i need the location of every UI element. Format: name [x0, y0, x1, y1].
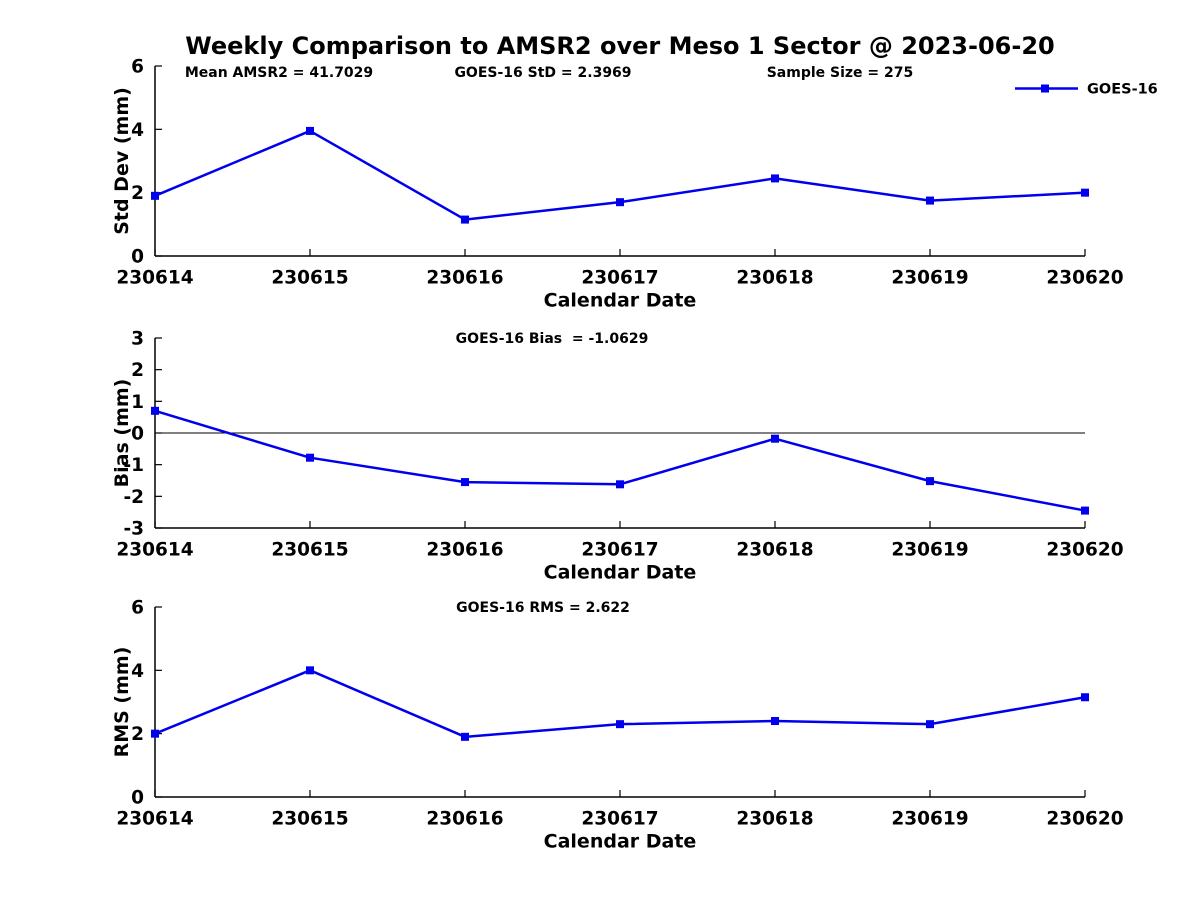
- y-tick-label: -1: [123, 455, 144, 476]
- y-tick-label: -3: [123, 519, 144, 540]
- x-tick-label: 230620: [1046, 540, 1123, 561]
- annotation-text: GOES-16 Bias = -1.0629: [456, 331, 649, 347]
- x-tick-label: 230615: [271, 540, 348, 561]
- x-tick-label: 230620: [1046, 809, 1123, 830]
- x-axis-title: Calendar Date: [544, 562, 697, 584]
- data-point-marker: [616, 720, 624, 729]
- data-point-marker: [306, 453, 314, 462]
- data-point-marker: [771, 434, 779, 443]
- y-tick-label: 2: [131, 360, 144, 381]
- x-tick-label: 230620: [1046, 268, 1123, 289]
- data-point-marker: [151, 729, 159, 738]
- y-tick-label: 4: [131, 120, 144, 141]
- x-tick-label: 230619: [891, 268, 968, 289]
- figure-title: Weekly Comparison to AMSR2 over Meso 1 S…: [185, 32, 1054, 60]
- y-axis-title: Std Dev (mm): [111, 87, 133, 235]
- y-tick-label: -2: [123, 487, 144, 508]
- data-point-marker: [926, 720, 934, 729]
- legend: GOES-16: [1015, 82, 1158, 98]
- x-tick-label: 230614: [116, 809, 193, 830]
- subplot-bias: -3 -2 -1 0 1 2 3 230614 230615 230616 230617 230618…: [111, 329, 1124, 584]
- x-tick-label: 230617: [581, 540, 658, 561]
- annotation-text: Mean AMSR2 = 41.7029: [185, 65, 373, 81]
- data-point-marker: [771, 717, 779, 725]
- y-tick-label: 4: [131, 661, 144, 682]
- x-tick-label: 230619: [891, 540, 968, 561]
- data-point-marker: [151, 406, 159, 415]
- data-point-marker: [1081, 188, 1089, 197]
- x-tick-label: 230615: [271, 809, 348, 830]
- annotation-text: GOES-16 RMS = 2.622: [456, 600, 630, 616]
- annotation-text: GOES-16 StD = 2.3969: [454, 65, 631, 81]
- data-point-marker: [306, 126, 314, 135]
- data-point-marker: [461, 215, 469, 224]
- x-tick-label: 230618: [736, 540, 813, 561]
- legend-marker: [1041, 84, 1049, 93]
- data-point-marker: [616, 480, 624, 489]
- y-axis-title: RMS (mm): [111, 647, 133, 758]
- x-tick-label: 230619: [891, 809, 968, 830]
- x-tick-label: 230616: [426, 809, 503, 830]
- x-tick-label: 230614: [116, 268, 193, 289]
- y-tick-label: 0: [131, 788, 144, 809]
- x-tick-label: 230618: [736, 268, 813, 289]
- data-point-marker: [926, 196, 934, 205]
- y-tick-label: 3: [131, 329, 144, 350]
- x-tick-label: 230617: [581, 268, 658, 289]
- y-tick-label: 2: [131, 183, 144, 204]
- data-point-marker: [461, 732, 469, 741]
- x-tick-label: 230616: [426, 540, 503, 561]
- data-point-marker: [151, 191, 159, 200]
- x-axis-title: Calendar Date: [544, 831, 697, 853]
- y-axis-title: Bias (mm): [111, 379, 133, 488]
- data-point-marker: [926, 477, 934, 486]
- data-point-marker: [1081, 506, 1089, 515]
- x-axis-title: Calendar Date: [544, 290, 697, 312]
- data-point-marker: [306, 666, 314, 675]
- data-point-marker: [771, 174, 779, 183]
- data-point-marker: [616, 198, 624, 207]
- y-tick-label: 6: [131, 57, 144, 78]
- x-tick-label: 230618: [736, 809, 813, 830]
- x-tick-label: 230615: [271, 268, 348, 289]
- y-tick-label: 1: [131, 392, 144, 413]
- x-tick-label: 230617: [581, 809, 658, 830]
- data-point-marker: [461, 478, 469, 487]
- subplot-std-dev: 0 2 4 6 230614 230615 230616 230617 230618 230619…: [111, 57, 1124, 312]
- annotation-text: Sample Size = 275: [767, 65, 914, 81]
- data-point-marker: [1081, 693, 1089, 702]
- y-tick-label: 6: [131, 598, 144, 619]
- legend-label: GOES-16: [1087, 82, 1158, 98]
- y-tick-label: 2: [131, 724, 144, 745]
- subplot-rms: 0 2 4 6 230614 230615 230616 230617 230618 230619…: [111, 598, 1124, 853]
- y-tick-label: 0: [131, 247, 144, 268]
- x-tick-label: 230616: [426, 268, 503, 289]
- y-tick-label: 0: [131, 424, 144, 445]
- x-tick-label: 230614: [116, 540, 193, 561]
